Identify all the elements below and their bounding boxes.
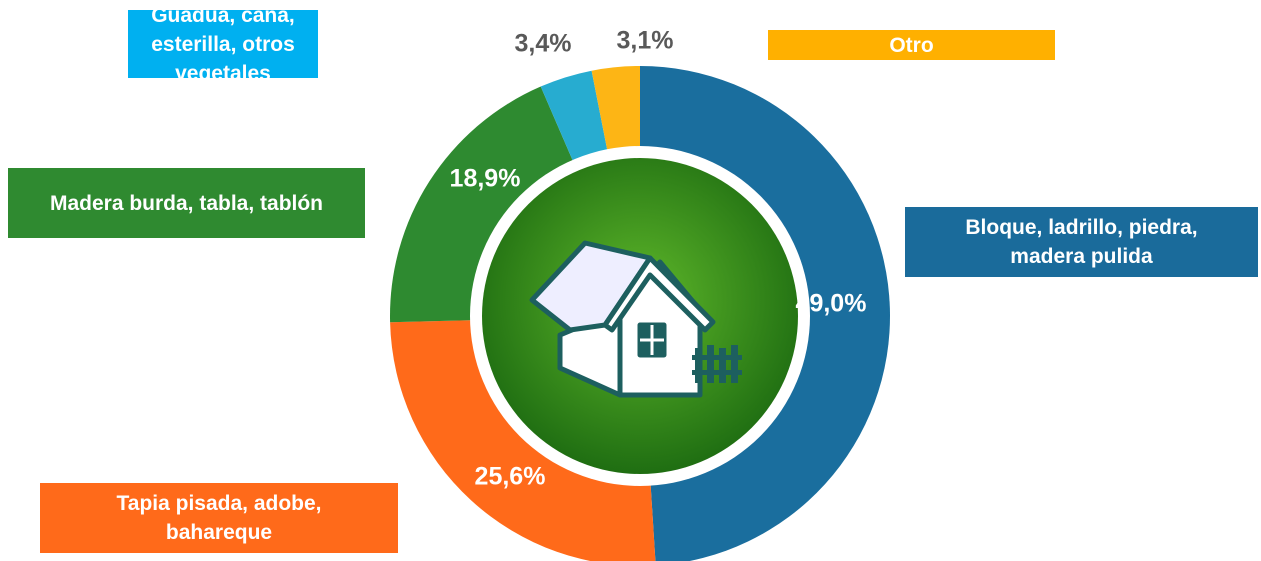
house-icon [529, 240, 742, 398]
value-label: 3,4% [515, 30, 572, 58]
legend-item: Bloque, ladrillo, piedra, madera pulida [905, 207, 1258, 277]
value-label: 3,1% [617, 27, 674, 55]
legend-item: Otro [768, 30, 1055, 60]
value-label: 25,6% [475, 463, 546, 491]
value-label: 49,0% [796, 290, 867, 318]
legend-item: Tapia pisada, adobe, bahareque [40, 483, 398, 553]
value-label: 18,9% [450, 165, 521, 193]
legend-item: Guadua, caña, esterilla, otros vegetales [128, 4, 318, 85]
legend-item: Madera burda, tabla, tablón [8, 168, 365, 238]
